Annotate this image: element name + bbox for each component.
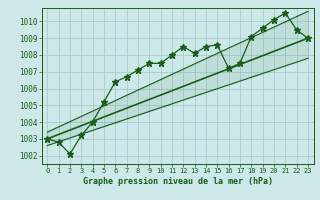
X-axis label: Graphe pression niveau de la mer (hPa): Graphe pression niveau de la mer (hPa) (83, 177, 273, 186)
